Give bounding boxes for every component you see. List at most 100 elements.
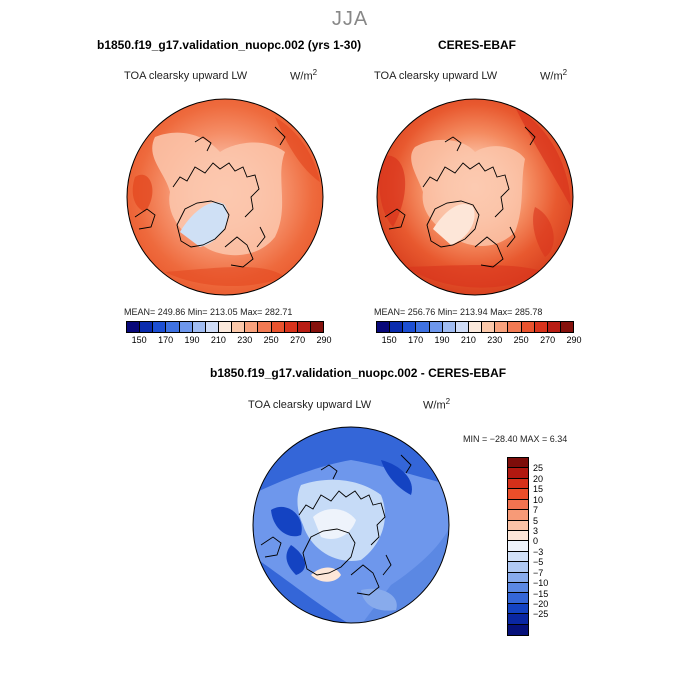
obs-colorbar-swatch	[508, 322, 522, 332]
diff-colorbar-tick-label: −5	[533, 557, 544, 568]
model-colorbar-tick-label: 190	[184, 335, 200, 345]
diff-colorbar-swatch	[508, 603, 528, 615]
obs-colorbar-tick-label: 290	[566, 335, 582, 345]
diff-colorbar-swatch	[508, 614, 528, 625]
diff-coastlines	[260, 454, 412, 596]
obs-colorbar-tick-label: 230	[487, 335, 503, 345]
model-colorbar-tick-label: 230	[237, 335, 253, 345]
diff-colorbar-tick-label: 5	[533, 515, 539, 526]
obs-colorbar-swatch	[377, 322, 391, 332]
diff-colorbar-tick-label: −3	[533, 546, 544, 557]
diff-colorbar-swatch	[508, 489, 528, 500]
obs-colorbar-tick-label: 150	[381, 335, 397, 345]
obs-colorbar-swatch	[429, 322, 443, 332]
model-polar-map	[126, 98, 324, 296]
model-colorbar-tick-label: 210	[210, 335, 226, 345]
obs-colorbar-swatch	[403, 322, 417, 332]
obs-coastlines	[384, 126, 536, 268]
diff-colorbar-tick-label: 7	[533, 505, 539, 516]
diff-polar-map	[252, 426, 450, 624]
obs-polar-map	[376, 98, 574, 296]
diff-colorbar-tick-label: −7	[533, 567, 544, 578]
model-units-label: W/m2	[290, 68, 318, 83]
diff-colorbar-tick-label: −10	[533, 578, 549, 589]
obs-colorbar-swatch	[468, 322, 483, 332]
obs-colorbar-swatch	[495, 322, 509, 332]
obs-stats: MEAN= 256.76 Min= 213.94 Max= 285.78	[374, 307, 543, 317]
obs-colorbar-swatch	[482, 322, 496, 332]
model-colorbar-swatch	[245, 322, 259, 332]
obs-colorbar-tick-label: 210	[460, 335, 476, 345]
diff-colorbar-tick-label: −20	[533, 599, 549, 610]
diff-colorbar-tick-label: 0	[533, 536, 539, 547]
diff-colorbar-swatch	[508, 541, 528, 552]
diff-colorbar-swatch	[508, 530, 528, 542]
diff-colorbar-swatch	[508, 572, 528, 584]
model-colorbar-tick-label: 290	[316, 335, 332, 345]
diff-colorbar-labels: 25 20 15 10 7 5 3 0 −3 −5 −7 −10 −15 −20 −25	[533, 457, 573, 637]
obs-colorbar-swatch	[455, 322, 469, 332]
model-colorbar-swatch	[258, 322, 272, 332]
model-colorbar-swatch	[140, 322, 154, 332]
model-colorbar-swatch	[166, 322, 180, 332]
model-colorbar: 150 170 190 210 230 250 270 290	[126, 321, 332, 347]
model-panel-title: b1850.f19_g17.validation_nuopc.002 (yrs …	[97, 38, 362, 52]
season-title: JJA	[331, 8, 369, 30]
obs-colorbar-tick-label: 190	[434, 335, 450, 345]
diff-colorbar-tick-label: 10	[533, 494, 544, 505]
model-colorbar-swatch	[192, 322, 206, 332]
diff-colorbar-swatch	[508, 468, 528, 479]
obs-colorbar-tick-label: 270	[540, 335, 556, 345]
diff-colorbar-tick-label: 15	[533, 484, 544, 495]
diff-panel-title: b1850.f19_g17.validation_nuopc.002 - CER…	[210, 366, 507, 380]
obs-colorbar-swatch	[547, 322, 561, 332]
diff-colorbar-tick-label: 25	[533, 463, 544, 474]
model-coastlines	[134, 126, 286, 268]
diff-colorbar-swatch	[508, 624, 528, 636]
model-colorbar-swatch	[153, 322, 167, 332]
diff-colorbar-tick-label: 3	[533, 526, 539, 536]
model-colorbar-tick-label: 270	[290, 335, 306, 345]
diff-colorbar-swatch	[508, 593, 528, 604]
model-colorbar-tick-label: 250	[263, 335, 279, 345]
diff-units-label: W/m2	[423, 397, 451, 412]
diff-colorbar-swatch	[508, 478, 528, 490]
model-colorbar-swatch	[205, 322, 219, 332]
diff-colorbar-tick-label: −25	[533, 609, 549, 620]
diff-colorbar-swatch	[508, 583, 528, 594]
model-variable-label: TOA clearsky upward LW	[124, 70, 248, 82]
obs-units-label: W/m2	[540, 68, 568, 83]
model-colorbar-swatch	[232, 322, 246, 332]
obs-colorbar-swatch	[534, 322, 548, 332]
diff-colorbar-tick-label: −15	[533, 588, 549, 599]
obs-colorbar-swatch	[390, 322, 404, 332]
model-stats: MEAN= 249.86 Min= 213.05 Max= 282.71	[124, 307, 293, 317]
diff-stats: MIN = −28.40 MAX = 6.34	[463, 434, 568, 444]
obs-colorbar-tick-label: 170	[408, 335, 424, 345]
obs-colorbar-swatch	[442, 322, 456, 332]
obs-colorbar-swatch	[521, 322, 535, 332]
model-colorbar-swatch	[218, 322, 233, 332]
diff-colorbar-swatch	[508, 458, 528, 469]
obs-panel-title: CERES-EBAF	[438, 38, 517, 52]
model-colorbar-swatch	[127, 322, 141, 332]
model-colorbar-tick-label: 150	[131, 335, 147, 345]
diff-colorbar-swatch	[508, 499, 528, 511]
model-colorbar-swatch	[284, 322, 298, 332]
model-colorbar-swatch	[271, 322, 285, 332]
diff-colorbar	[507, 457, 529, 637]
obs-colorbar-swatch	[416, 322, 430, 332]
diff-colorbar-swatch	[508, 562, 528, 573]
diff-colorbar-swatch	[508, 520, 528, 531]
diff-variable-label: TOA clearsky upward LW	[248, 399, 372, 411]
obs-colorbar-tick-label: 250	[513, 335, 529, 345]
model-colorbar-tick-label: 170	[158, 335, 174, 345]
diff-colorbar-swatch	[508, 551, 528, 563]
obs-colorbar: 150 170 190 210 230 250 270 290	[376, 321, 582, 347]
model-colorbar-swatch	[179, 322, 193, 332]
diff-colorbar-swatch	[508, 510, 528, 521]
obs-variable-label: TOA clearsky upward LW	[374, 70, 498, 82]
obs-colorbar-swatch	[560, 322, 574, 332]
model-colorbar-swatch	[297, 322, 311, 332]
model-colorbar-swatch	[310, 322, 324, 332]
